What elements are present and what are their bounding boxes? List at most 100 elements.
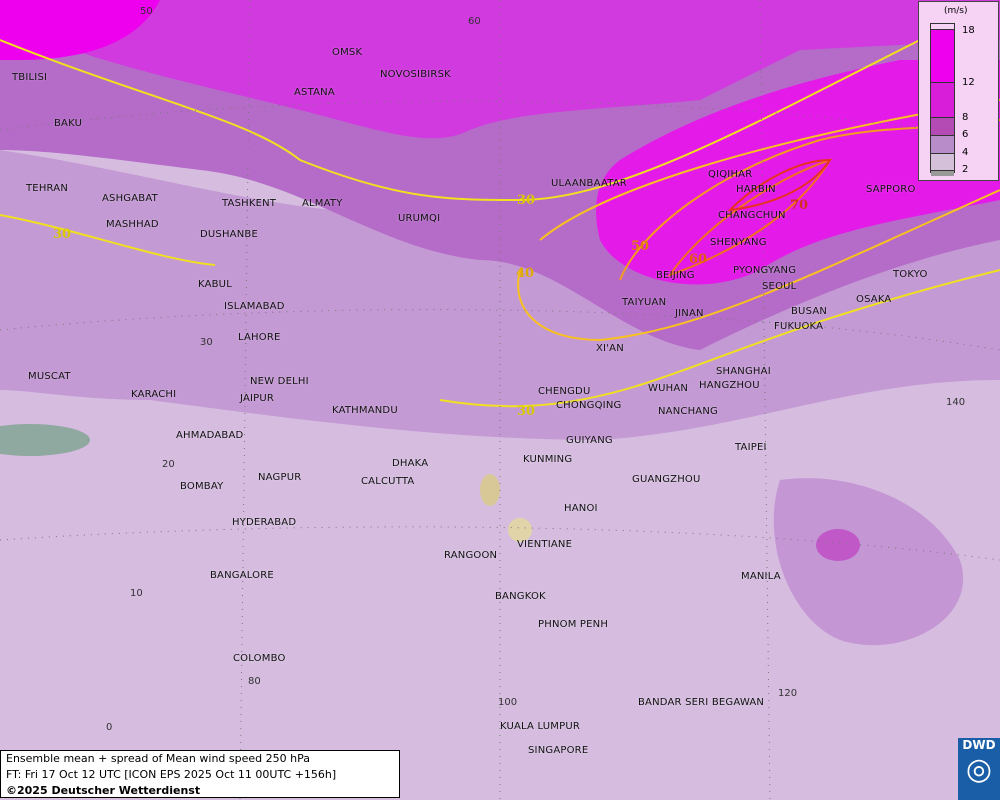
city-label: SHANGHAI <box>716 366 771 377</box>
city-label: LAHORE <box>238 332 281 343</box>
city-label: VIENTIANE <box>517 539 573 550</box>
city-label: DHAKA <box>392 458 429 469</box>
graticule-label: 10 <box>130 588 143 599</box>
city-label: NANCHANG <box>658 406 718 417</box>
copyright: ©2025 Deutscher Wetterdienst <box>6 784 201 797</box>
map-title: Ensemble mean + spread of Mean wind spee… <box>6 752 310 765</box>
legend-tick: 2 <box>962 164 969 175</box>
city-label: NAGPUR <box>258 472 302 483</box>
spread-core-north <box>0 0 1000 139</box>
city-label: BANGALORE <box>210 570 274 581</box>
city-label: ASHGABAT <box>102 193 158 204</box>
city-label: RANGOON <box>444 550 498 561</box>
city-label: PHNOM PENH <box>538 619 609 630</box>
city-label: ISLAMABAD <box>224 301 285 312</box>
city-label: DUSHANBE <box>200 229 258 240</box>
city-label: MASHHAD <box>106 219 159 230</box>
city-label: KATHMANDU <box>332 405 398 416</box>
city-label: HYDERABAD <box>232 517 297 528</box>
city-label: SEOUL <box>762 281 797 292</box>
forecast-time: FT: Fri 17 Oct 12 UTC [ICON EPS 2025 Oct… <box>6 768 337 781</box>
spread-blob-pacific <box>773 478 964 646</box>
city-label: KABUL <box>198 279 232 290</box>
contour-30-north <box>0 39 921 202</box>
graticule-label: 60 <box>468 16 481 27</box>
graticule-label: 0 <box>106 722 113 733</box>
city-label: CHONGQING <box>556 400 622 411</box>
contour-label: 30 <box>53 227 72 242</box>
city-label: BANDAR SERI BEGAWAN <box>638 697 765 708</box>
city-label: BUSAN <box>791 306 828 317</box>
city-label: CHANGCHUN <box>718 210 786 221</box>
city-label: CALCUTTA <box>361 476 415 487</box>
color-legend: (m/s) 18 12 8 6 4 2 <box>918 1 999 181</box>
city-label: TASHKENT <box>222 198 277 209</box>
legend-tick: 12 <box>962 77 975 88</box>
city-label: QIQIHAR <box>708 169 753 180</box>
dwd-logo: DWD ◎ <box>958 738 1000 800</box>
contour-label: 70 <box>790 198 809 213</box>
city-label: URUMQI <box>398 213 441 224</box>
city-label: KARACHI <box>131 389 177 400</box>
city-label: SAPPORO <box>866 184 916 195</box>
city-label: BOMBAY <box>180 481 224 492</box>
graticule-label: 120 <box>778 688 798 699</box>
city-label: XI'AN <box>596 343 624 354</box>
city-label: OSAKA <box>856 294 892 305</box>
city-label: BANGKOK <box>495 591 546 602</box>
city-label: HANGZHOU <box>699 380 760 391</box>
legend-tick: 4 <box>962 147 969 158</box>
graticule-label: 30 <box>200 337 213 348</box>
contour-label: 30 <box>517 193 536 208</box>
graticule-label: 50 <box>140 6 153 17</box>
graticule-label: 80 <box>248 676 261 687</box>
legend-tick: 18 <box>962 25 975 36</box>
city-label: FUKUOKA <box>774 321 824 332</box>
contour-40 <box>517 189 1000 342</box>
city-label: CHENGDU <box>538 386 591 397</box>
legend-unit: (m/s) <box>944 6 968 16</box>
contour-40b <box>539 99 1000 241</box>
city-label: WUHAN <box>648 383 689 394</box>
legend-tick: 8 <box>962 112 969 123</box>
city-label: TEHRAN <box>26 183 69 194</box>
city-label: SHENYANG <box>710 237 767 248</box>
graticule-label: 100 <box>498 697 518 708</box>
city-label: MUSCAT <box>28 371 71 382</box>
contour-label: 60 <box>689 252 708 267</box>
city-label: ALMATY <box>302 198 343 209</box>
city-label: BEIJING <box>656 270 695 281</box>
contour-30-west <box>0 214 216 266</box>
info-box: Ensemble mean + spread of Mean wind spee… <box>0 750 400 798</box>
city-label: TOKYO <box>893 269 928 280</box>
spread-core-west <box>0 0 160 60</box>
city-label: NOVOSIBIRSK <box>380 69 451 80</box>
legend-color-bar <box>930 23 955 176</box>
city-label: GUIYANG <box>566 435 613 446</box>
swirl-icon: ◎ <box>965 752 993 787</box>
contour-label: 30 <box>517 404 536 419</box>
contour-label: 50 <box>631 239 650 254</box>
city-label: JAIPUR <box>240 393 275 404</box>
city-label: SINGAPORE <box>528 745 589 756</box>
city-label: HARBIN <box>736 184 776 195</box>
logo-text: DWD <box>962 738 996 752</box>
city-label: TAIYUAN <box>622 297 667 308</box>
graticule-label: 140 <box>946 397 966 408</box>
city-label: ULAANBAATAR <box>551 178 627 189</box>
city-label: KUALA LUMPUR <box>500 721 580 732</box>
city-label: HANOI <box>564 503 598 514</box>
graticule-label: 20 <box>162 459 175 470</box>
city-label: GUANGZHOU <box>632 474 701 485</box>
city-label: OMSK <box>332 47 363 58</box>
city-label: NEW DELHI <box>250 376 309 387</box>
city-label: TAIPEI <box>735 442 767 453</box>
contour-70 <box>727 158 832 212</box>
city-label: BAKU <box>54 118 83 129</box>
city-label: JINAN <box>675 308 704 319</box>
city-label: COLOMBO <box>233 653 286 664</box>
legend-tick: 6 <box>962 129 969 140</box>
city-label: PYONGYANG <box>733 265 797 276</box>
city-label: TBILISI <box>12 72 48 83</box>
